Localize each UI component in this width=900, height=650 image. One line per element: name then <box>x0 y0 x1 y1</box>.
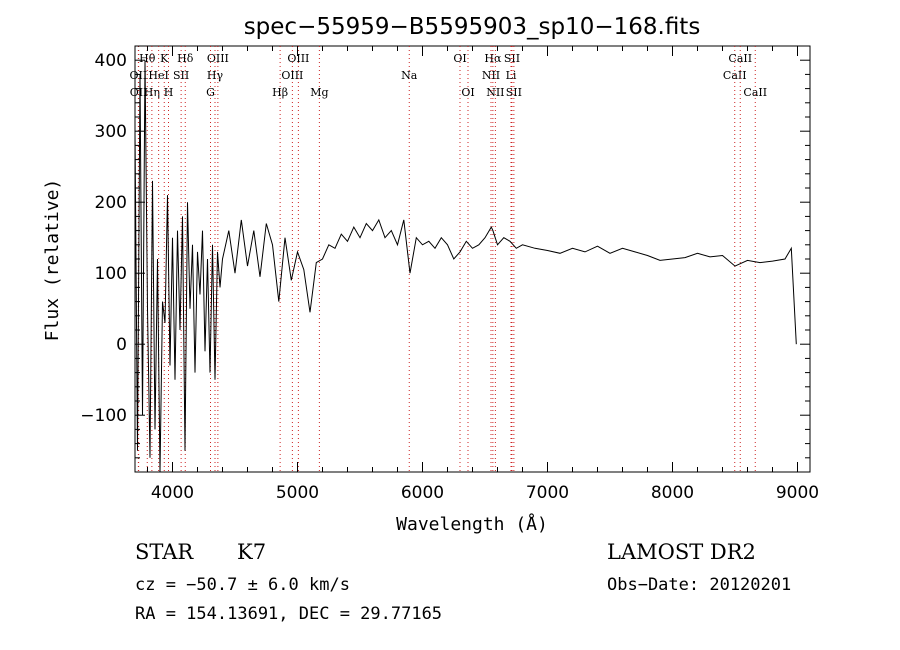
line-marker-label: G <box>206 86 215 99</box>
x-axis-label: Wavelength (Å) <box>396 513 548 535</box>
line-marker-label: Hα <box>484 52 502 65</box>
line-marker-label: Hδ <box>177 52 194 65</box>
y-tick-label: −100 <box>80 406 127 426</box>
line-marker-label: K <box>160 52 169 65</box>
axis-ticks: 4000 5000 6000 7000 8000 9000 −100 0 100 200 300 40… <box>80 45 819 503</box>
y-axis-label: Flux (relative) <box>42 179 63 342</box>
line-marker-label: OI <box>453 52 466 65</box>
y-tick-label: 100 <box>95 264 127 284</box>
line-marker-label: Hβ <box>272 86 288 99</box>
y-tick-label: 0 <box>116 335 127 355</box>
line-marker-label: CaII <box>743 86 767 99</box>
line-marker-label: OIII <box>207 52 229 65</box>
survey-name: LAMOST DR2 <box>607 540 756 564</box>
y-tick-label: 300 <box>95 122 127 142</box>
y-tick-label: 400 <box>95 51 127 71</box>
line-marker-label: NII <box>482 69 500 82</box>
line-marker-label: NII <box>486 86 504 99</box>
line-marker-label: Li <box>506 69 517 82</box>
obs-date-text: Obs−Date: 20120201 <box>607 575 792 595</box>
line-marker-label: SII <box>504 52 520 65</box>
redshift-text: cz = −50.7 ± 6.0 km/s <box>135 575 350 595</box>
line-marker-label: SII <box>173 69 189 82</box>
x-tick-label: 6000 <box>401 483 444 503</box>
line-marker-label: OII <box>130 69 148 82</box>
line-marker-label: OIII <box>281 69 303 82</box>
x-tick-label: 5000 <box>276 483 319 503</box>
y-tick-label: 200 <box>95 193 127 213</box>
object-subclass: K7 <box>237 540 267 564</box>
line-marker-label: OII <box>130 86 148 99</box>
line-marker-label: Na <box>401 69 418 82</box>
x-tick-label: 8000 <box>651 483 694 503</box>
line-marker-label: CaII <box>728 52 752 65</box>
x-tick-label: 9000 <box>776 483 819 503</box>
line-marker-label: Hγ <box>207 69 224 82</box>
line-marker-label: HeI <box>148 69 168 82</box>
x-tick-label: 7000 <box>526 483 569 503</box>
line-marker-label: Mg <box>310 86 328 99</box>
line-marker-label: H <box>164 86 174 99</box>
line-marker-label: Hη <box>144 86 160 99</box>
chart-title: spec−55959−B5595903_sp10−168.fits <box>244 14 701 40</box>
spectrum-line <box>134 60 797 473</box>
line-marker-label: CaII <box>723 69 747 82</box>
line-marker-label: Hθ <box>139 52 156 65</box>
line-marker-label: SII <box>506 86 522 99</box>
line-marker-label: OI <box>461 86 474 99</box>
line-marker-label: OIII <box>287 52 309 65</box>
coordinates-text: RA = 154.13691, DEC = 29.77165 <box>135 604 443 624</box>
x-tick-label: 4000 <box>151 483 194 503</box>
object-class: STAR <box>135 540 194 564</box>
